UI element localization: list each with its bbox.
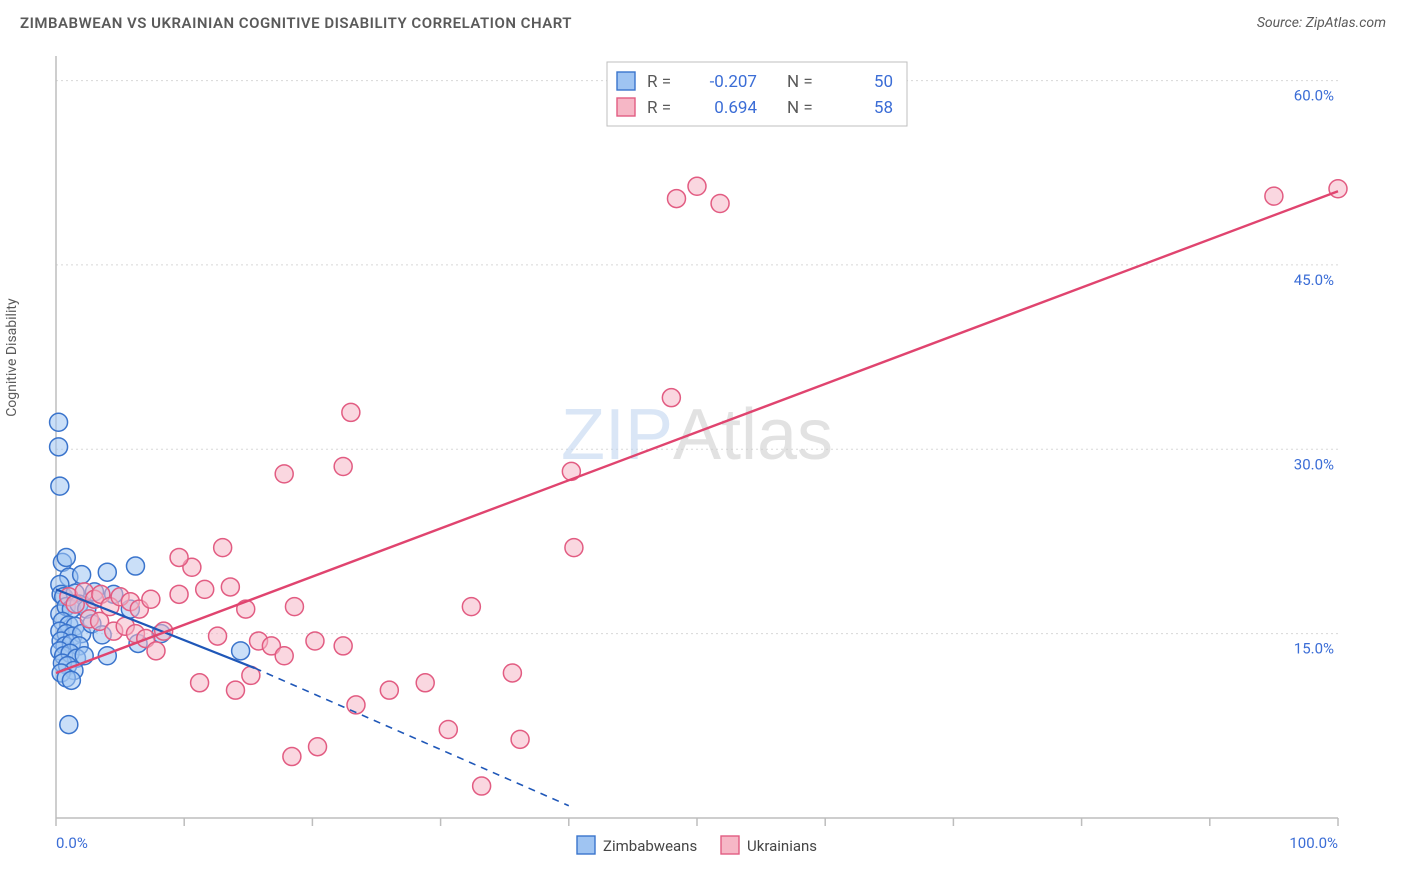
data-point [126, 557, 144, 575]
data-point [347, 696, 365, 714]
chart-area: Cognitive Disability 15.0%30.0%45.0%60.0… [20, 48, 1386, 888]
legend-label: Zimbabweans [603, 837, 697, 855]
data-point [334, 457, 352, 475]
data-point [1265, 187, 1283, 205]
data-point [214, 539, 232, 557]
data-point [191, 674, 209, 692]
legend-swatch [577, 836, 595, 854]
data-point [147, 642, 165, 660]
stats-n-value: 58 [874, 98, 893, 118]
data-point [62, 671, 80, 689]
data-point [275, 647, 293, 665]
data-point [309, 738, 327, 756]
data-point [439, 721, 457, 739]
y-tick-label: 60.0% [1294, 87, 1334, 105]
y-tick-label: 45.0% [1294, 271, 1334, 289]
data-point [170, 585, 188, 603]
stats-n-label: N = [787, 72, 813, 92]
data-point [342, 403, 360, 421]
data-point [50, 438, 68, 456]
data-point [221, 578, 239, 596]
legend-swatch [721, 836, 739, 854]
x-tick-label: 0.0% [56, 834, 88, 852]
data-point [51, 477, 69, 495]
data-point [98, 563, 116, 581]
watermark: ZIPAtlas [561, 395, 833, 475]
data-point [60, 716, 78, 734]
data-point [503, 664, 521, 682]
data-point [226, 681, 244, 699]
data-point [1329, 180, 1347, 198]
source-prefix: Source: [1257, 15, 1306, 31]
stats-r-value: -0.207 [710, 72, 757, 92]
data-point [196, 580, 214, 598]
data-point [209, 627, 227, 645]
stats-r-label: R = [647, 72, 671, 92]
stats-n-value: 50 [874, 72, 893, 92]
stats-n-label: N = [787, 98, 813, 118]
data-point [565, 539, 583, 557]
legend: Zimbabweans Ukrainians [577, 836, 817, 855]
data-point [285, 598, 303, 616]
legend-label: Ukrainians [747, 837, 817, 855]
y-axis-label: Cognitive Disability [4, 298, 20, 416]
y-tick-label: 30.0% [1294, 455, 1334, 473]
source-name: ZipAtlas.com [1306, 15, 1386, 31]
y-tick-label: 15.0% [1294, 640, 1334, 658]
stats-swatch [617, 72, 635, 90]
scatter-chart: 15.0% 30.0% 45.0% 60.0% 0.0% 100.0% ZIPAtlas R … [20, 48, 1350, 868]
data-point [50, 413, 68, 431]
data-point [142, 590, 160, 608]
chart-source: Source: ZipAtlas.com [1257, 15, 1386, 31]
data-point [416, 674, 434, 692]
data-point [667, 190, 685, 208]
data-point [283, 748, 301, 766]
x-tick-label: 100.0% [1289, 834, 1338, 852]
stats-r-label: R = [647, 98, 671, 118]
data-point [334, 637, 352, 655]
data-point [232, 642, 250, 660]
data-point [73, 566, 91, 584]
data-point [511, 730, 529, 748]
chart-header: ZIMBABWEAN VS UKRAINIAN COGNITIVE DISABI… [20, 14, 1386, 32]
stats-r-value: 0.694 [714, 98, 757, 118]
chart-title: ZIMBABWEAN VS UKRAINIAN COGNITIVE DISABI… [20, 14, 572, 32]
data-point [306, 632, 324, 650]
data-point [57, 548, 75, 566]
data-point [688, 177, 706, 195]
data-point [380, 681, 398, 699]
data-point [662, 389, 680, 407]
data-point [711, 194, 729, 212]
trend-line [56, 191, 1338, 673]
data-point [462, 598, 480, 616]
data-point [275, 465, 293, 483]
stats-swatch [617, 98, 635, 116]
data-point [170, 548, 188, 566]
data-point [473, 777, 491, 795]
